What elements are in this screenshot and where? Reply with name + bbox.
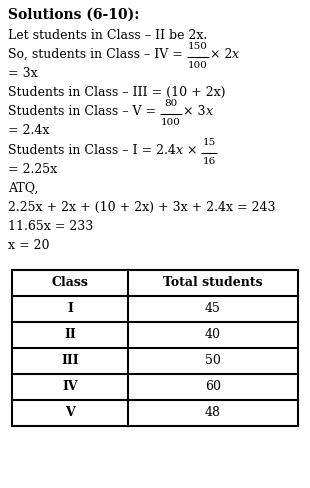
Text: 16: 16 — [202, 157, 216, 165]
Text: 40: 40 — [205, 328, 221, 342]
Text: 100: 100 — [188, 61, 208, 70]
Text: Students in Class – V =: Students in Class – V = — [8, 105, 160, 118]
Text: 80: 80 — [164, 99, 178, 108]
Text: Let students in Class – II be 2x.: Let students in Class – II be 2x. — [8, 29, 207, 42]
Text: x = 20: x = 20 — [8, 239, 50, 252]
Text: x: x — [176, 144, 183, 157]
Text: = 2.4x: = 2.4x — [8, 124, 49, 137]
Text: Solutions (6-10):: Solutions (6-10): — [8, 8, 140, 22]
Text: 48: 48 — [205, 407, 221, 420]
Text: = 3x: = 3x — [8, 67, 38, 80]
Text: I: I — [67, 303, 73, 316]
Text: 60: 60 — [205, 381, 221, 393]
Text: 11.65x = 233: 11.65x = 233 — [8, 220, 93, 233]
Text: = 2.25x: = 2.25x — [8, 163, 57, 176]
Text: 100: 100 — [161, 118, 181, 126]
Text: III: III — [61, 354, 79, 367]
Text: Total students: Total students — [163, 277, 263, 289]
Text: ATQ,: ATQ, — [8, 182, 38, 195]
Text: 15: 15 — [202, 138, 216, 147]
Text: Class: Class — [51, 277, 88, 289]
Text: ×: × — [183, 144, 202, 157]
Text: 150: 150 — [188, 42, 208, 51]
Text: x: x — [232, 48, 239, 61]
Text: IV: IV — [62, 381, 78, 393]
Text: Students in Class – I = 2.4: Students in Class – I = 2.4 — [8, 144, 176, 157]
Text: 45: 45 — [205, 303, 221, 316]
Text: 2.25x + 2x + (10 + 2x) + 3x + 2.4x = 243: 2.25x + 2x + (10 + 2x) + 3x + 2.4x = 243 — [8, 201, 276, 214]
Text: V: V — [65, 407, 75, 420]
Text: × 2: × 2 — [210, 48, 232, 61]
Text: Students in Class – III = (10 + 2x): Students in Class – III = (10 + 2x) — [8, 86, 225, 99]
Text: 50: 50 — [205, 354, 221, 367]
Text: So, students in Class – IV =: So, students in Class – IV = — [8, 48, 187, 61]
Text: × 3: × 3 — [183, 105, 206, 118]
Text: x: x — [206, 105, 212, 118]
Text: II: II — [64, 328, 76, 342]
